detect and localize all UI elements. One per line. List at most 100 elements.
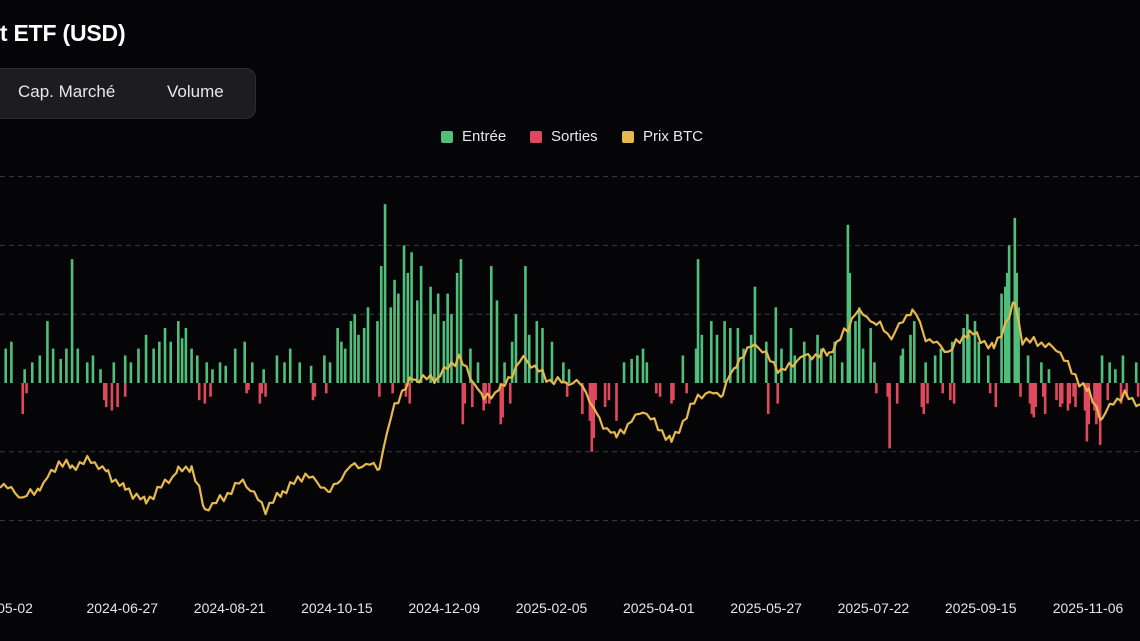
tab-volume[interactable]: Volume bbox=[167, 82, 224, 101]
inflow-bar bbox=[129, 362, 133, 383]
inflow-bar bbox=[262, 369, 265, 383]
outflow-bar bbox=[1087, 383, 1091, 425]
outflow-bar bbox=[1072, 383, 1075, 397]
inflow-bar bbox=[503, 362, 506, 383]
tab-market-cap[interactable]: Cap. Marché bbox=[18, 82, 116, 101]
inflow-bar bbox=[275, 355, 279, 383]
inflow-bar bbox=[224, 365, 228, 383]
outflow-bar bbox=[461, 383, 465, 425]
outflow-bar bbox=[888, 383, 891, 449]
inflow-bar bbox=[59, 358, 62, 383]
inflow-bar bbox=[362, 327, 366, 383]
outflow-bar bbox=[949, 383, 952, 401]
inflow-bar bbox=[1121, 355, 1125, 383]
inflow-bar bbox=[857, 307, 861, 383]
outflow-bar bbox=[103, 383, 106, 401]
inflow-bar bbox=[1114, 369, 1117, 383]
inflow-bar bbox=[723, 321, 726, 383]
outflow-bar bbox=[499, 383, 503, 425]
inflow-bar bbox=[535, 321, 539, 383]
inflow-bar bbox=[169, 341, 173, 383]
inflow-bar bbox=[550, 341, 554, 383]
inflow-bar bbox=[622, 362, 626, 383]
inflow-bar bbox=[158, 341, 161, 383]
legend-item-inflow[interactable]: Entrée bbox=[441, 128, 506, 145]
outflow-bar bbox=[1041, 383, 1045, 397]
outflow-bar bbox=[895, 383, 899, 404]
x-tick-label: 2025-11-06 bbox=[1053, 600, 1124, 616]
inflow-bar bbox=[469, 348, 472, 383]
legend-label-outflow: Sorties bbox=[551, 128, 598, 145]
inflow-bar bbox=[1026, 355, 1030, 383]
inflow-bar bbox=[340, 341, 343, 383]
inflow-bar bbox=[789, 327, 793, 383]
legend-item-outflow[interactable]: Sorties bbox=[530, 128, 598, 145]
inflow-bar bbox=[446, 293, 449, 383]
outflow-bar bbox=[21, 383, 25, 414]
grid-lines bbox=[0, 176, 1140, 522]
x-tick-label: 2025-07-22 bbox=[838, 600, 910, 616]
inflow-bar bbox=[416, 300, 419, 383]
outflow-bar bbox=[123, 383, 127, 397]
inflow-bar bbox=[366, 307, 370, 383]
inflow-bar bbox=[450, 314, 453, 383]
inflow-bar bbox=[510, 341, 514, 383]
inflow-bar bbox=[840, 362, 844, 383]
inflow-bar bbox=[288, 348, 292, 383]
outflow-bar bbox=[1032, 383, 1036, 418]
inflow-bar bbox=[645, 362, 649, 383]
outflow-bar bbox=[1028, 383, 1032, 404]
inflow-bar bbox=[967, 334, 971, 383]
inflow-bar bbox=[973, 321, 977, 383]
outflow-bar bbox=[1034, 383, 1037, 408]
btc-price-swatch-icon bbox=[622, 130, 634, 143]
inflow-bar bbox=[402, 245, 406, 383]
outflow-bar bbox=[1125, 383, 1129, 397]
outflow-bar bbox=[988, 383, 992, 394]
inflow-bar bbox=[765, 341, 768, 383]
inflow-bar bbox=[177, 321, 180, 383]
outflow-bar bbox=[203, 383, 207, 404]
inflow-bar bbox=[861, 348, 865, 383]
outflow-bar bbox=[952, 383, 956, 404]
outflow-bar bbox=[590, 383, 594, 452]
inflow-bar bbox=[829, 355, 833, 383]
outflow-bar bbox=[592, 383, 596, 439]
inflow-bar bbox=[1005, 272, 1009, 383]
legend-item-btc-price[interactable]: Prix BTC bbox=[622, 128, 703, 145]
outflow-bar bbox=[1098, 383, 1102, 445]
outflow-bar bbox=[1019, 383, 1022, 397]
outflow-bar bbox=[607, 383, 611, 401]
inflow-bar bbox=[793, 355, 797, 383]
x-tick-label: 2025-02-05 bbox=[516, 600, 588, 616]
inflow-bar bbox=[46, 321, 49, 383]
inflow-bar bbox=[524, 266, 527, 383]
inflow-bar bbox=[939, 348, 943, 383]
inflow-bar bbox=[1108, 362, 1111, 383]
chart-tab-bar: Cap. Marché Volume bbox=[0, 68, 256, 119]
inflow-bar bbox=[636, 355, 639, 383]
x-tick-label: 2025-05-27 bbox=[730, 600, 802, 616]
outflow-bar bbox=[501, 383, 504, 418]
inflow-bar bbox=[406, 272, 410, 383]
inflow-bar bbox=[51, 348, 55, 383]
inflow-bar bbox=[76, 348, 80, 383]
inflow-bar bbox=[700, 334, 704, 383]
outflow-bar bbox=[408, 383, 412, 404]
inflow-bar bbox=[190, 348, 193, 383]
x-tick-label: 2024-08-21 bbox=[194, 600, 266, 616]
outflow-bar bbox=[1085, 383, 1089, 442]
outflow-bar bbox=[264, 383, 267, 397]
outflow-bar bbox=[1066, 383, 1070, 411]
inflow-bar bbox=[846, 224, 850, 383]
legend-label-inflow: Entrée bbox=[462, 128, 507, 145]
inflow-bar bbox=[336, 327, 339, 383]
inflow-bar bbox=[514, 314, 518, 383]
inflow-bar bbox=[30, 362, 34, 383]
outflow-bar bbox=[258, 383, 262, 404]
inflow-bar bbox=[977, 341, 981, 383]
inflow-bar bbox=[753, 286, 757, 383]
outflow-bar bbox=[247, 383, 250, 390]
outflow-bar bbox=[655, 383, 658, 394]
outflow-bar bbox=[463, 383, 467, 404]
